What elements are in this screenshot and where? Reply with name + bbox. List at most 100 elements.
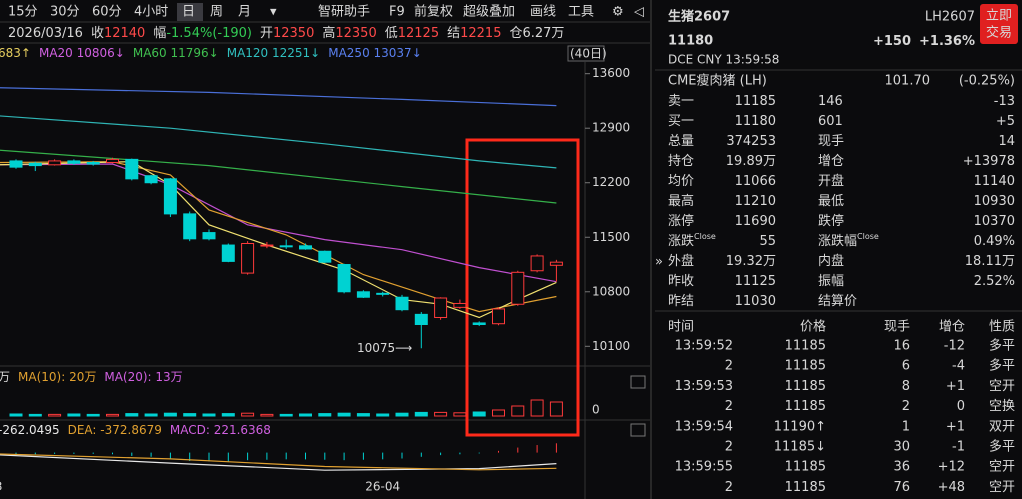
- candle-body: [183, 213, 197, 240]
- tool-button[interactable]: 超级叠加: [463, 5, 515, 20]
- candle-body: [9, 160, 23, 168]
- tool-button[interactable]: F9: [389, 5, 405, 20]
- close-box[interactable]: [630, 375, 646, 389]
- cell-text: 均价: [668, 174, 694, 189]
- cell-text: 11066: [735, 174, 776, 189]
- selected-tab: [177, 3, 203, 21]
- candle-body: [376, 292, 390, 295]
- change-pct: +1.36%: [919, 34, 975, 49]
- cell-text: 11185: [735, 94, 776, 109]
- trade-cell: 11185: [785, 339, 826, 354]
- settings-icon[interactable]: ⚙: [612, 5, 624, 20]
- tool-button[interactable]: 工具: [568, 5, 594, 20]
- quote-label: 最低: [818, 194, 844, 209]
- cell-text: 开盘: [818, 173, 844, 189]
- candle-body: [511, 271, 525, 305]
- trade-cell: 11185: [785, 379, 826, 394]
- cell-text: 14: [998, 134, 1015, 149]
- info-value: 6.27万: [522, 26, 564, 41]
- trade-button[interactable]: [980, 4, 1018, 44]
- trade-cell: 多平: [989, 358, 1015, 374]
- cell-text: 持仓: [668, 154, 694, 169]
- cell-text: 外盘: [668, 253, 694, 269]
- candle-body: [492, 308, 505, 325]
- contract-code: LH2607: [925, 10, 975, 25]
- range-box: [567, 45, 605, 62]
- quote-label: 跌停: [818, 213, 844, 229]
- candle-body: [356, 291, 370, 298]
- period-tab[interactable]: 30分: [50, 5, 80, 20]
- contract-name: 生猪2607: [668, 9, 730, 25]
- cell-sup: Close: [857, 232, 879, 241]
- volume-bar: [221, 413, 235, 417]
- trade-button-label[interactable]: 立即: [986, 9, 1012, 24]
- info-label: 高: [322, 25, 335, 41]
- quote-label: 买一: [668, 114, 694, 129]
- cell-text: +13978: [963, 154, 1015, 169]
- cell-text: 2.52%: [974, 274, 1015, 289]
- cell-text: 10930: [974, 194, 1015, 209]
- trade-header: 增仓: [939, 320, 965, 335]
- quote-label: 振幅: [818, 274, 844, 289]
- expand-icon[interactable]: »: [655, 255, 663, 270]
- volume-bar: [318, 413, 332, 417]
- candle-body: [318, 250, 332, 263]
- cell-text: 19.89万: [726, 154, 776, 169]
- period-tab[interactable]: 日: [182, 5, 195, 20]
- quote-value: 10930: [974, 194, 1015, 209]
- quote-label: 涨跌Close: [668, 232, 716, 249]
- cell-text: 涨跌幅: [818, 233, 857, 249]
- cell-text: 0.49%: [974, 234, 1015, 249]
- tool-button[interactable]: 前复权: [414, 4, 453, 20]
- info-value: 12140: [104, 26, 145, 41]
- last-price: 11180: [668, 34, 713, 49]
- macd-legend-item: -262.0495: [0, 423, 60, 437]
- period-tab[interactable]: 周: [210, 5, 223, 20]
- quote-value: 11180: [735, 114, 776, 129]
- candle-body: [144, 175, 158, 184]
- close-box[interactable]: [630, 423, 646, 437]
- quote-value: 10370: [974, 214, 1015, 229]
- quote-value: 11140: [974, 174, 1015, 189]
- trade-cell: -4: [952, 359, 965, 374]
- change: +150 +1.36%: [873, 34, 975, 49]
- cell-text: 涨跌: [668, 233, 694, 249]
- trade-button-label[interactable]: 交易: [986, 25, 1012, 41]
- quote-value: 11125: [735, 274, 776, 289]
- quote-label: 增仓: [818, 154, 844, 169]
- tool-button[interactable]: 智研助手: [318, 5, 370, 20]
- quote-label: 现手: [818, 134, 844, 149]
- candle-body: [28, 162, 42, 167]
- tool-button[interactable]: 画线: [530, 5, 556, 20]
- period-tab[interactable]: 15分: [8, 5, 38, 20]
- cell-text: 增仓: [818, 154, 844, 169]
- candle-body: [279, 245, 293, 248]
- trade-cell: 空换: [989, 399, 1015, 414]
- volume-bar: [453, 412, 467, 417]
- ma-legend-item: MA120 12251↓: [227, 46, 321, 60]
- info-value: 12350: [273, 26, 314, 41]
- trade-cell: 11185: [785, 359, 826, 374]
- cell-text: +5: [996, 114, 1015, 129]
- trade-cell: 13:59:53: [675, 379, 733, 394]
- candle-body: [48, 160, 62, 166]
- period-tab[interactable]: 60分: [92, 5, 122, 20]
- volume-bar: [163, 412, 177, 417]
- dropdown[interactable]: ▾: [270, 5, 277, 20]
- collapse-icon[interactable]: ◁: [634, 5, 644, 20]
- quote-value: +5: [996, 114, 1015, 129]
- low-annotation: 10075⟶: [357, 341, 412, 355]
- candle-body: [67, 160, 81, 164]
- moving-average: [0, 115, 557, 169]
- quote-label: 开盘: [818, 173, 844, 189]
- cell-text: 买一: [668, 114, 694, 129]
- volume-legend-item: MA(20): 13万: [104, 370, 182, 384]
- quote-value: 11210: [735, 194, 776, 209]
- period-tab[interactable]: 月: [238, 5, 251, 20]
- period-tab[interactable]: 4小时: [134, 5, 168, 20]
- volume-bar: [376, 413, 390, 417]
- quote-value: 0.49%: [974, 234, 1015, 249]
- quote-value: 374253: [726, 134, 776, 149]
